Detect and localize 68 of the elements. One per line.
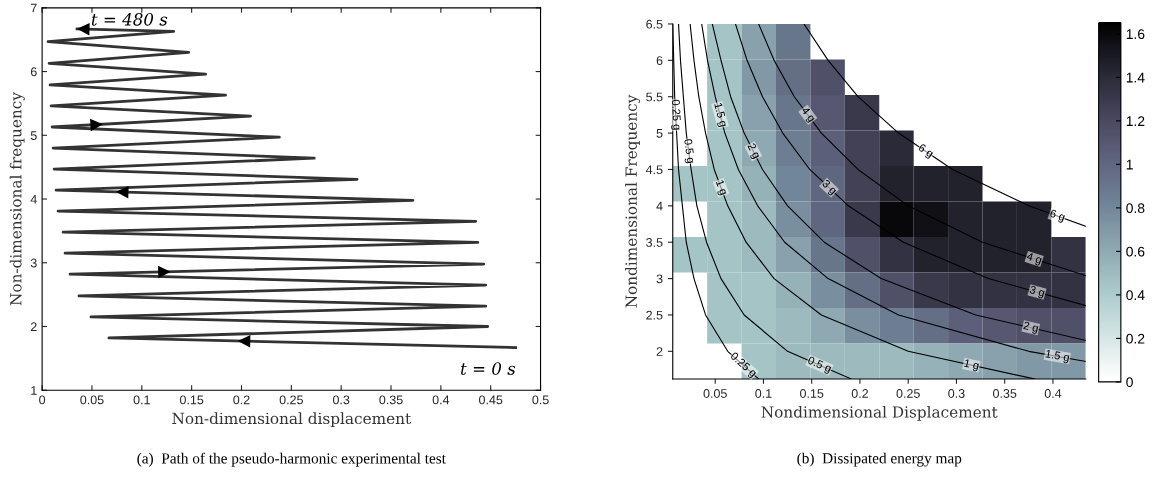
x-axis-title: Non-dimensional displacement [172, 412, 412, 428]
y-tick-label: 4 [656, 201, 663, 211]
x-tick-label: 0.35 [993, 389, 1017, 398]
text: 4 g [799, 106, 816, 124]
color-bar-label: 1.4 [1126, 72, 1145, 83]
x-tick-label: 0.2 [851, 389, 869, 398]
y-tick-label: 2.5 [646, 310, 663, 320]
y-tick-label: 6 [30, 67, 37, 77]
x-tick-label: 0.1 [755, 389, 772, 398]
y-tick-label: 6.5 [646, 19, 663, 29]
text: 3 g [1029, 285, 1045, 299]
x-tick-label: 0.15 [179, 395, 204, 405]
x-tick-label: 0.05 [80, 395, 104, 405]
x-tick-label: 0.25 [896, 389, 920, 398]
text: (a) Path of the pseudo-harmonic experimental test [137, 452, 446, 467]
x-tick-label: 0.2 [233, 395, 250, 405]
y-tick-label: 4 [30, 194, 37, 204]
y-tick-label: 3 [656, 274, 663, 284]
x-tick-label: 0.05 [703, 389, 727, 398]
x-tick-label: 0.35 [379, 395, 403, 405]
x-axis-title: Nondimensional Displacement [761, 405, 998, 421]
x-tick-label: 0.1 [133, 395, 150, 405]
y-tick-label: 7 [30, 3, 37, 13]
text: 0.5 g [806, 355, 833, 375]
text: 6 g [1049, 209, 1065, 224]
y-tick-label: 5.5 [646, 92, 663, 102]
text: (b) Dissipated energy map [797, 452, 962, 467]
color-bar-label: 0 [1126, 377, 1133, 388]
text: 0.5 g [684, 138, 694, 164]
x-tick-label: 0.4 [432, 395, 450, 405]
y-tick-label: 4.5 [645, 165, 663, 175]
y-tick-label: 5 [656, 129, 663, 138]
x-tick-label: 0.15 [800, 389, 824, 398]
color-bar-label: 1.6 [1126, 29, 1145, 40]
y-tick-label: 3.5 [646, 238, 663, 247]
annotation: t = 480 s [91, 13, 168, 26]
color-bar-label: 0.2 [1126, 333, 1145, 344]
x-tick-label: 0.3 [948, 389, 965, 398]
text: 0.25 g [670, 99, 681, 130]
y-tick-label: 3 [30, 258, 37, 268]
y-tick-label: 2 [30, 322, 37, 332]
x-tick-label: 0.5 [532, 395, 549, 405]
y-tick-label: 2 [656, 347, 663, 356]
annotation: t = 0 s [460, 362, 516, 375]
x-tick-label: 0.25 [279, 395, 303, 405]
x-tick-label: 0.45 [479, 395, 503, 405]
y-tick-label: 1 [31, 386, 37, 395]
x-tick-label: 0.4 [1044, 389, 1062, 398]
color-bar-label: 0.6 [1126, 246, 1145, 257]
color-bar-label: 1 [1126, 159, 1133, 170]
color-bar-label: 0.4 [1126, 290, 1145, 301]
y-axis-title: Non-dimensional frequency [9, 92, 25, 306]
text: 1.5 g [712, 102, 728, 128]
y-tick-label: 6 [656, 56, 663, 65]
color-bar-label: 1.2 [1126, 116, 1145, 126]
x-tick-label: 0 [39, 395, 46, 405]
color-bar-label: 0.8 [1126, 203, 1145, 214]
text: 1.5 g [1045, 349, 1070, 364]
text: 3 g [820, 179, 838, 197]
y-axis-title: Nondimensional Frequency [625, 94, 641, 308]
text: 1 g [964, 359, 979, 372]
text: 6 g [916, 143, 935, 160]
text: 1 g [713, 179, 728, 197]
text: 4 g [1026, 252, 1042, 267]
text: 2 g [745, 142, 761, 160]
text: 2 g [1023, 321, 1039, 335]
y-tick-label: 5 [30, 131, 37, 140]
x-tick-label: 0.3 [332, 395, 350, 405]
